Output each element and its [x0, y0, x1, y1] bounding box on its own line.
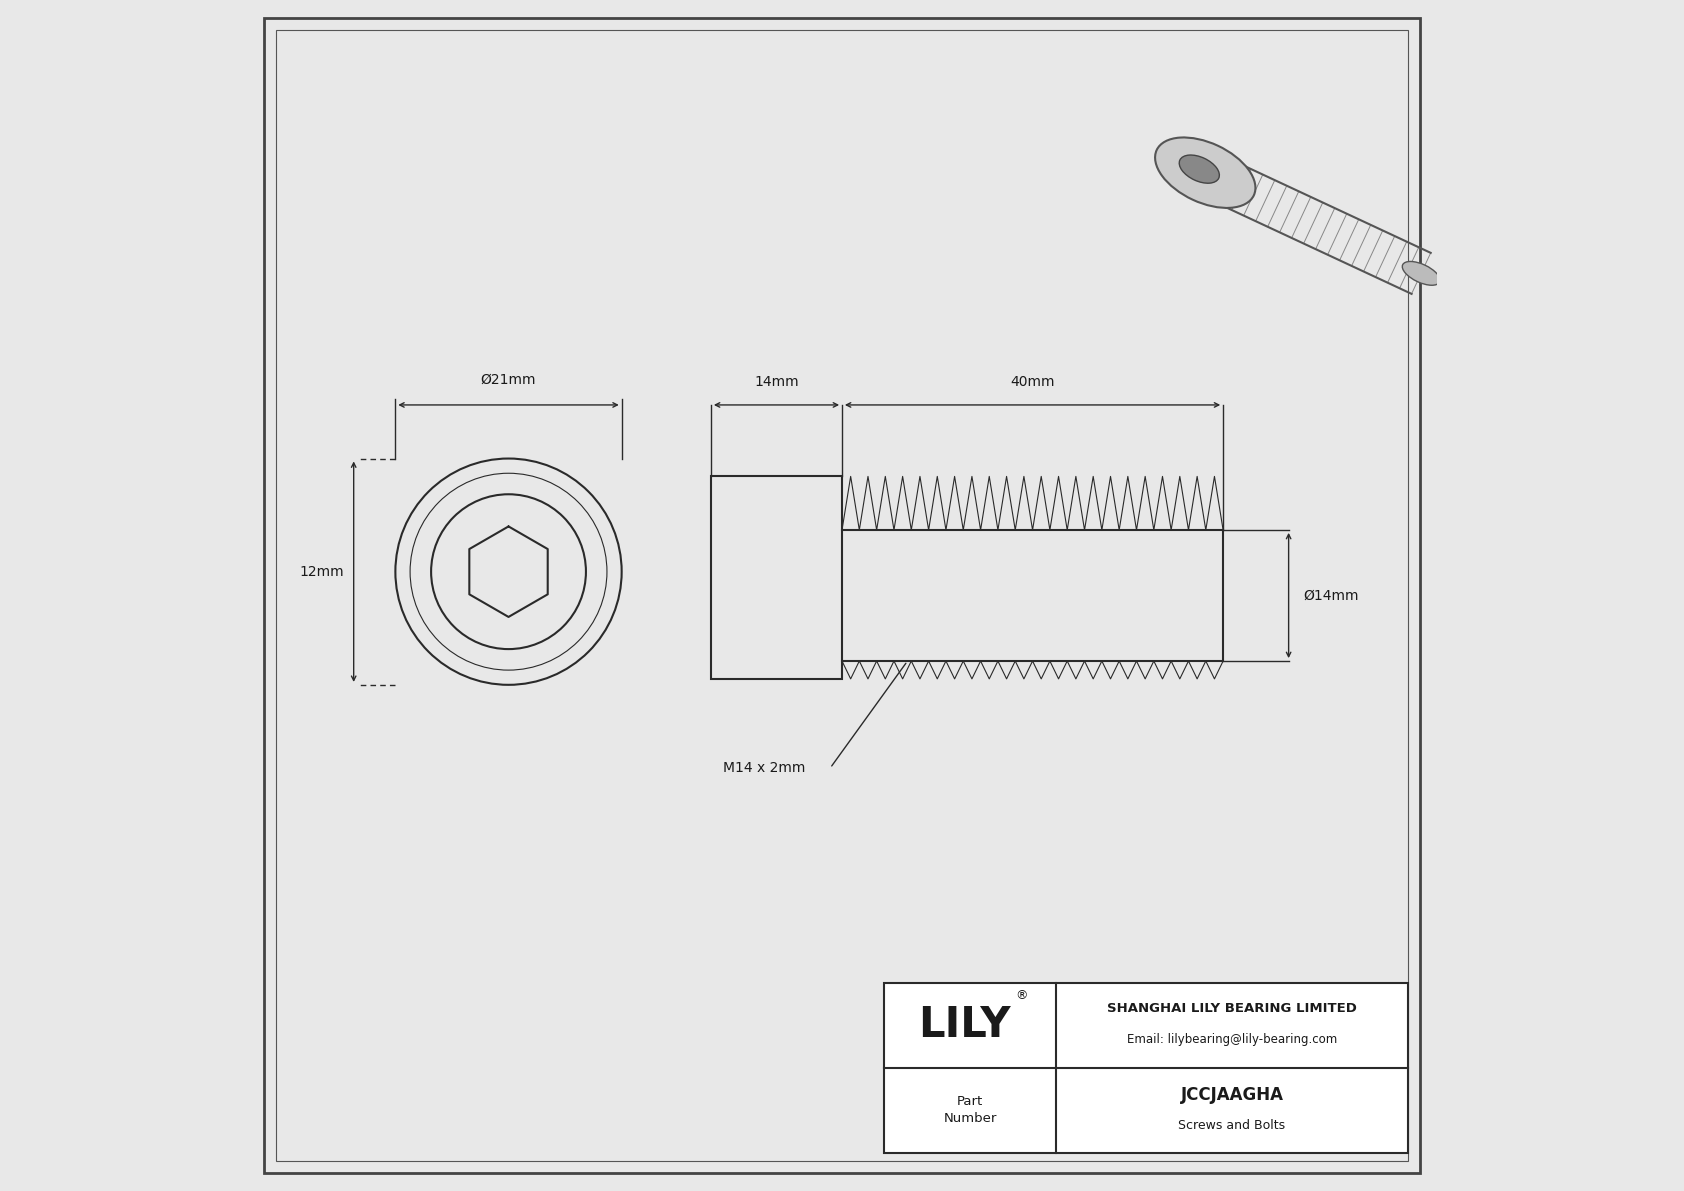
Circle shape: [431, 494, 586, 649]
Text: M14 x 2mm: M14 x 2mm: [722, 761, 805, 775]
Ellipse shape: [1179, 155, 1219, 183]
Text: 12mm: 12mm: [300, 565, 344, 579]
Ellipse shape: [1403, 262, 1440, 286]
Circle shape: [396, 459, 621, 685]
Text: ®: ®: [1015, 989, 1027, 1002]
Bar: [711, 476, 842, 679]
Bar: [884, 983, 1408, 1153]
Text: Screws and Bolts: Screws and Bolts: [1179, 1120, 1285, 1133]
Text: 14mm: 14mm: [754, 375, 798, 389]
Text: Ø14mm: Ø14mm: [1303, 588, 1359, 603]
Text: JCCJAAGHA: JCCJAAGHA: [1180, 1086, 1283, 1104]
Text: Ø21mm: Ø21mm: [480, 373, 536, 387]
Bar: [884, 983, 1408, 1153]
Text: LILY: LILY: [918, 1004, 1010, 1046]
Text: SHANGHAI LILY BEARING LIMITED: SHANGHAI LILY BEARING LIMITED: [1106, 1002, 1357, 1015]
Ellipse shape: [1155, 137, 1256, 208]
Text: 40mm: 40mm: [1010, 375, 1054, 389]
Text: Part
Number: Part Number: [943, 1096, 997, 1125]
Text: Email: lilybearing@lily-bearing.com: Email: lilybearing@lily-bearing.com: [1127, 1033, 1337, 1046]
